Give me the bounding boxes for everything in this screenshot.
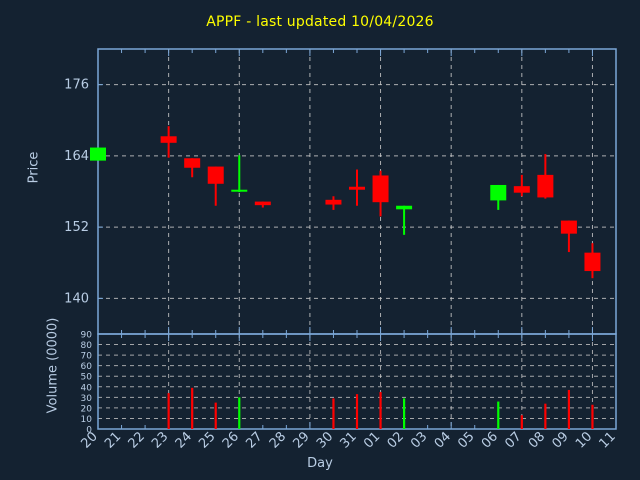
svg-text:29: 29 [290,429,312,451]
candle [254,201,271,208]
volume-series [167,387,594,429]
svg-text:05: 05 [455,429,477,451]
svg-text:06: 06 [479,429,501,451]
svg-text:22: 22 [126,429,148,451]
svg-text:40: 40 [81,383,93,393]
candle [90,147,106,161]
svg-text:30: 30 [314,429,336,451]
svg-text:24: 24 [173,429,195,451]
candle [184,158,201,178]
plot-frame [97,48,617,430]
svg-text:28: 28 [267,429,289,451]
svg-text:04: 04 [432,429,454,451]
svg-text:11: 11 [597,429,619,451]
svg-text:02: 02 [385,429,407,451]
candle [513,174,530,197]
candle [372,170,389,217]
svg-text:20: 20 [81,404,93,414]
svg-text:20: 20 [79,429,101,451]
svg-text:152: 152 [64,220,89,235]
svg-text:90: 90 [81,331,93,341]
svg-text:07: 07 [502,429,524,451]
price-tick-labels: 176 164 152 140 [64,78,89,307]
candle [560,220,577,253]
candle [537,154,554,199]
chart-title: APPF - last updated 10/04/2026 [206,14,434,30]
candle-series [90,126,601,279]
svg-text:70: 70 [81,352,93,362]
candle [396,205,413,235]
candle [349,169,365,206]
svg-text:10: 10 [81,415,93,425]
candle [160,126,177,158]
x-axis-label: Day [307,456,333,471]
svg-text:25: 25 [196,429,218,451]
candle [325,196,342,210]
svg-text:80: 80 [81,341,93,351]
svg-text:31: 31 [338,429,360,451]
svg-text:176: 176 [64,78,89,93]
svg-text:23: 23 [149,429,171,451]
svg-text:0: 0 [86,426,92,436]
svg-text:164: 164 [64,149,89,164]
candle [584,243,601,279]
svg-text:08: 08 [526,429,548,451]
candle [207,166,224,206]
svg-text:10: 10 [573,429,595,451]
svg-text:30: 30 [81,394,93,404]
svg-text:50: 50 [81,373,93,383]
svg-text:09: 09 [549,429,571,451]
svg-text:60: 60 [81,362,93,372]
svg-text:21: 21 [102,429,124,451]
svg-text:03: 03 [408,429,430,451]
svg-text:01: 01 [361,429,383,451]
svg-text:27: 27 [243,429,265,451]
svg-text:26: 26 [220,429,242,451]
day-tick-labels: 20 21 22 23 24 25 26 27 28 29 30 31 01 02 03 04 05 06 07 08… [79,429,619,451]
candle [490,184,507,210]
svg-text:140: 140 [64,291,89,306]
candle [231,155,248,193]
grid-layer [98,49,616,429]
